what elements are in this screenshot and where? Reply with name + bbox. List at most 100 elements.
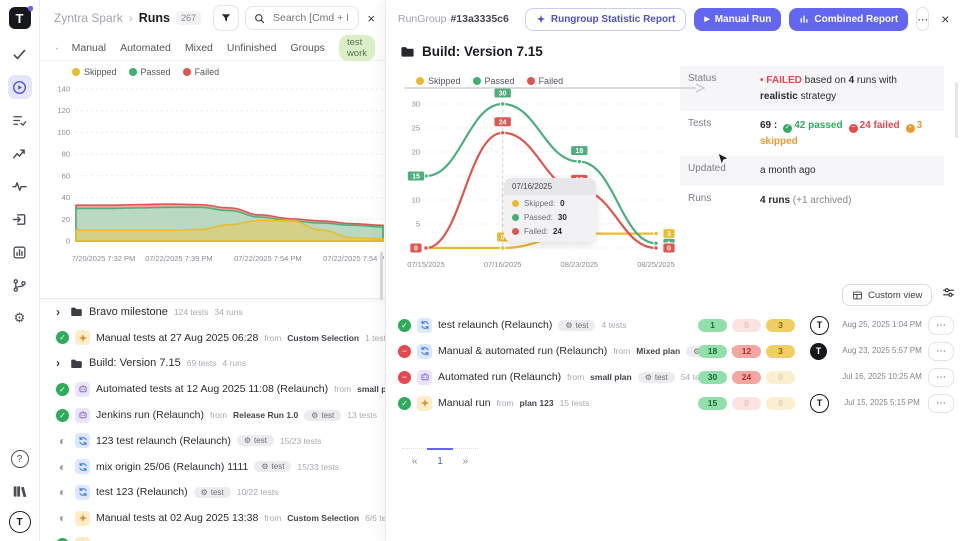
board-icon[interactable]	[56, 42, 58, 55]
plan-name[interactable]: small plan	[357, 384, 385, 395]
build-title: Build: Version 7.15	[400, 44, 543, 59]
more-menu-button[interactable]: ⋯	[916, 7, 930, 31]
chart-legend: Skipped Passed Failed	[396, 58, 688, 90]
plan-name[interactable]: plan 123	[519, 398, 554, 408]
tests-count: 69 tests	[186, 358, 217, 369]
breadcrumb-page[interactable]: Runs	[138, 11, 170, 25]
docs-icon[interactable]	[8, 479, 32, 503]
run-title[interactable]: Jenkins run (Relaunch)	[96, 409, 204, 422]
run-title[interactable]: Automated tests at 12 Aug 2025 11:08 (Re…	[96, 383, 329, 396]
next-page-button[interactable]: »	[462, 456, 469, 467]
legend-skipped[interactable]: Skipped	[72, 67, 117, 77]
run-row[interactable]: ✓ test relaunch (Relaunch) ⚙ test 4 tests…	[394, 312, 954, 338]
left-scrollbar-thumb[interactable]	[380, 252, 383, 300]
legend-skipped[interactable]: Skipped	[416, 76, 461, 86]
skipped-dot-icon	[512, 200, 519, 207]
filter-button[interactable]	[212, 5, 239, 31]
run-title[interactable]: test relaunch (Relaunch)	[438, 319, 553, 331]
prev-page-button[interactable]: «	[411, 456, 418, 467]
mouse-cursor	[717, 152, 728, 167]
statistic-report-button[interactable]: Rungroup Statistic Report	[524, 7, 687, 31]
adjustments-icon[interactable]	[942, 286, 955, 304]
suites-icon[interactable]	[8, 108, 32, 132]
row-menu-button[interactable]: ⋯	[928, 393, 954, 413]
svg-text:07/16/2025: 07/16/2025	[484, 260, 522, 269]
run-title[interactable]: Manual tests at 27 Aug 2025 06:28	[96, 331, 259, 344]
tab-automated[interactable]: Automated	[120, 42, 171, 54]
milestone-title[interactable]: Build: Version 7.15	[89, 357, 181, 370]
run-row[interactable]: ◐ test 123 (Relaunch) ⚙ test 10/22 tests	[40, 480, 385, 506]
run-title[interactable]: mix origin 25/06 (Relaunch) 1111	[96, 460, 249, 473]
plan-name[interactable]: Mixed plan	[636, 346, 681, 356]
chevron-right-icon[interactable]: ›	[56, 356, 60, 371]
pulse-icon[interactable]	[8, 174, 32, 198]
run-title[interactable]: Automated run (Relaunch)	[438, 371, 562, 383]
plan-name[interactable]: Release Run 1.0	[232, 410, 299, 421]
run-title[interactable]: test 123 (Relaunch)	[96, 486, 188, 499]
from-label: from	[209, 410, 227, 421]
tab-groups[interactable]: Groups	[290, 42, 325, 54]
tag-test-work[interactable]: test work	[338, 35, 375, 61]
app-logo[interactable]: T	[8, 6, 33, 29]
run-title[interactable]: Manual tests at 02 Aug 2025 13:38	[96, 512, 259, 525]
tab-manual[interactable]: Manual	[71, 42, 107, 54]
legend-failed[interactable]: Failed	[182, 67, 219, 77]
legend-failed[interactable]: Failed	[526, 76, 563, 86]
run-row[interactable]: − Automated run (Relaunch) from small pl…	[394, 364, 954, 390]
run-row[interactable]: ✓ Jenkins run (Relaunch) from Release Ru…	[40, 402, 385, 428]
tests-icon[interactable]	[8, 42, 32, 66]
branches-icon[interactable]	[8, 273, 32, 297]
run-row[interactable]: ◐ Manual tests at 02 Aug 2025 13:38 from…	[40, 505, 385, 531]
right-scrollbar-thumb[interactable]	[955, 82, 958, 138]
import-icon[interactable]	[8, 207, 32, 231]
run-title[interactable]: Manual & automated run (Relaunch)	[438, 345, 608, 357]
current-page[interactable]: 1	[427, 448, 453, 467]
svg-text:08/23/2025: 08/23/2025	[561, 260, 599, 269]
assignee-avatar[interactable]: T	[810, 315, 829, 335]
plan-name[interactable]: small plan	[590, 372, 632, 382]
run-row[interactable]: ✓ Manual run from plan 123 15 tests 15 0…	[394, 390, 954, 416]
run-row[interactable]: ✓ Automated tests at 12 Aug 2025 11:08 (…	[40, 376, 385, 402]
user-avatar[interactable]: T	[8, 511, 31, 533]
tab-mixed[interactable]: Mixed	[184, 42, 213, 54]
clear-search-icon[interactable]: ×	[367, 10, 375, 26]
chevron-right-icon[interactable]: ›	[56, 304, 60, 319]
search-box[interactable]	[244, 6, 360, 30]
manual-run-icon	[75, 330, 90, 346]
run-row[interactable]: ✓ Manual tests at 27 Aug 2025 06:28 from…	[40, 325, 385, 351]
status-badge: • FAILED	[760, 75, 802, 86]
help-icon[interactable]: ?	[8, 447, 32, 471]
run-row[interactable]: ◐ mix origin 25/06 (Relaunch) 1111 ⚙ test…	[40, 454, 385, 480]
search-input[interactable]	[270, 11, 351, 25]
settings-gear-icon[interactable]: ⚙	[13, 310, 26, 325]
reports-icon[interactable]	[8, 240, 32, 264]
run-row[interactable]: − Manual & automated run (Relaunch) from…	[394, 338, 954, 364]
close-panel-icon[interactable]: ×	[941, 11, 950, 27]
run-title[interactable]: Manual run	[438, 397, 491, 409]
manual-run-button[interactable]: ▶ Manual Run	[694, 7, 782, 31]
combined-report-button[interactable]: Combined Report	[789, 7, 909, 31]
plan-name[interactable]: Custom Selection	[287, 513, 360, 524]
milestone-title[interactable]: Bravo milestone	[89, 305, 168, 318]
custom-view-button[interactable]: Custom view	[842, 284, 933, 306]
row-menu-button[interactable]: ⋯	[928, 315, 954, 335]
assignee-avatar[interactable]: T	[810, 342, 827, 360]
milestone-row[interactable]: › Bravo milestone 124 tests 34 runs	[40, 299, 385, 325]
run-row[interactable]: ✓	[40, 531, 385, 541]
legend-passed[interactable]: Passed	[472, 76, 515, 86]
legend-passed[interactable]: Passed	[128, 67, 171, 77]
milestone-row[interactable]: › Build: Version 7.15 69 tests 4 runs	[40, 351, 385, 377]
plan-name[interactable]: Custom Selection	[287, 332, 360, 343]
tab-unfinished[interactable]: Unfinished	[226, 42, 277, 54]
run-title[interactable]: 123 test relaunch (Relaunch)	[96, 434, 231, 447]
from-label: from	[567, 372, 585, 382]
assignee-avatar[interactable]: T	[810, 393, 829, 413]
sidebar-bottom: ? T	[8, 447, 32, 533]
runs-icon[interactable]	[7, 75, 32, 99]
breadcrumb-project[interactable]: Zyntra Spark	[54, 11, 123, 25]
row-menu-button[interactable]: ⋯	[928, 341, 954, 361]
svg-text:100: 100	[57, 128, 70, 137]
run-row[interactable]: ◐ 123 test relaunch (Relaunch) ⚙ test 15/…	[40, 428, 385, 454]
milestones-icon[interactable]	[8, 141, 32, 165]
row-menu-button[interactable]: ⋯	[928, 367, 954, 387]
